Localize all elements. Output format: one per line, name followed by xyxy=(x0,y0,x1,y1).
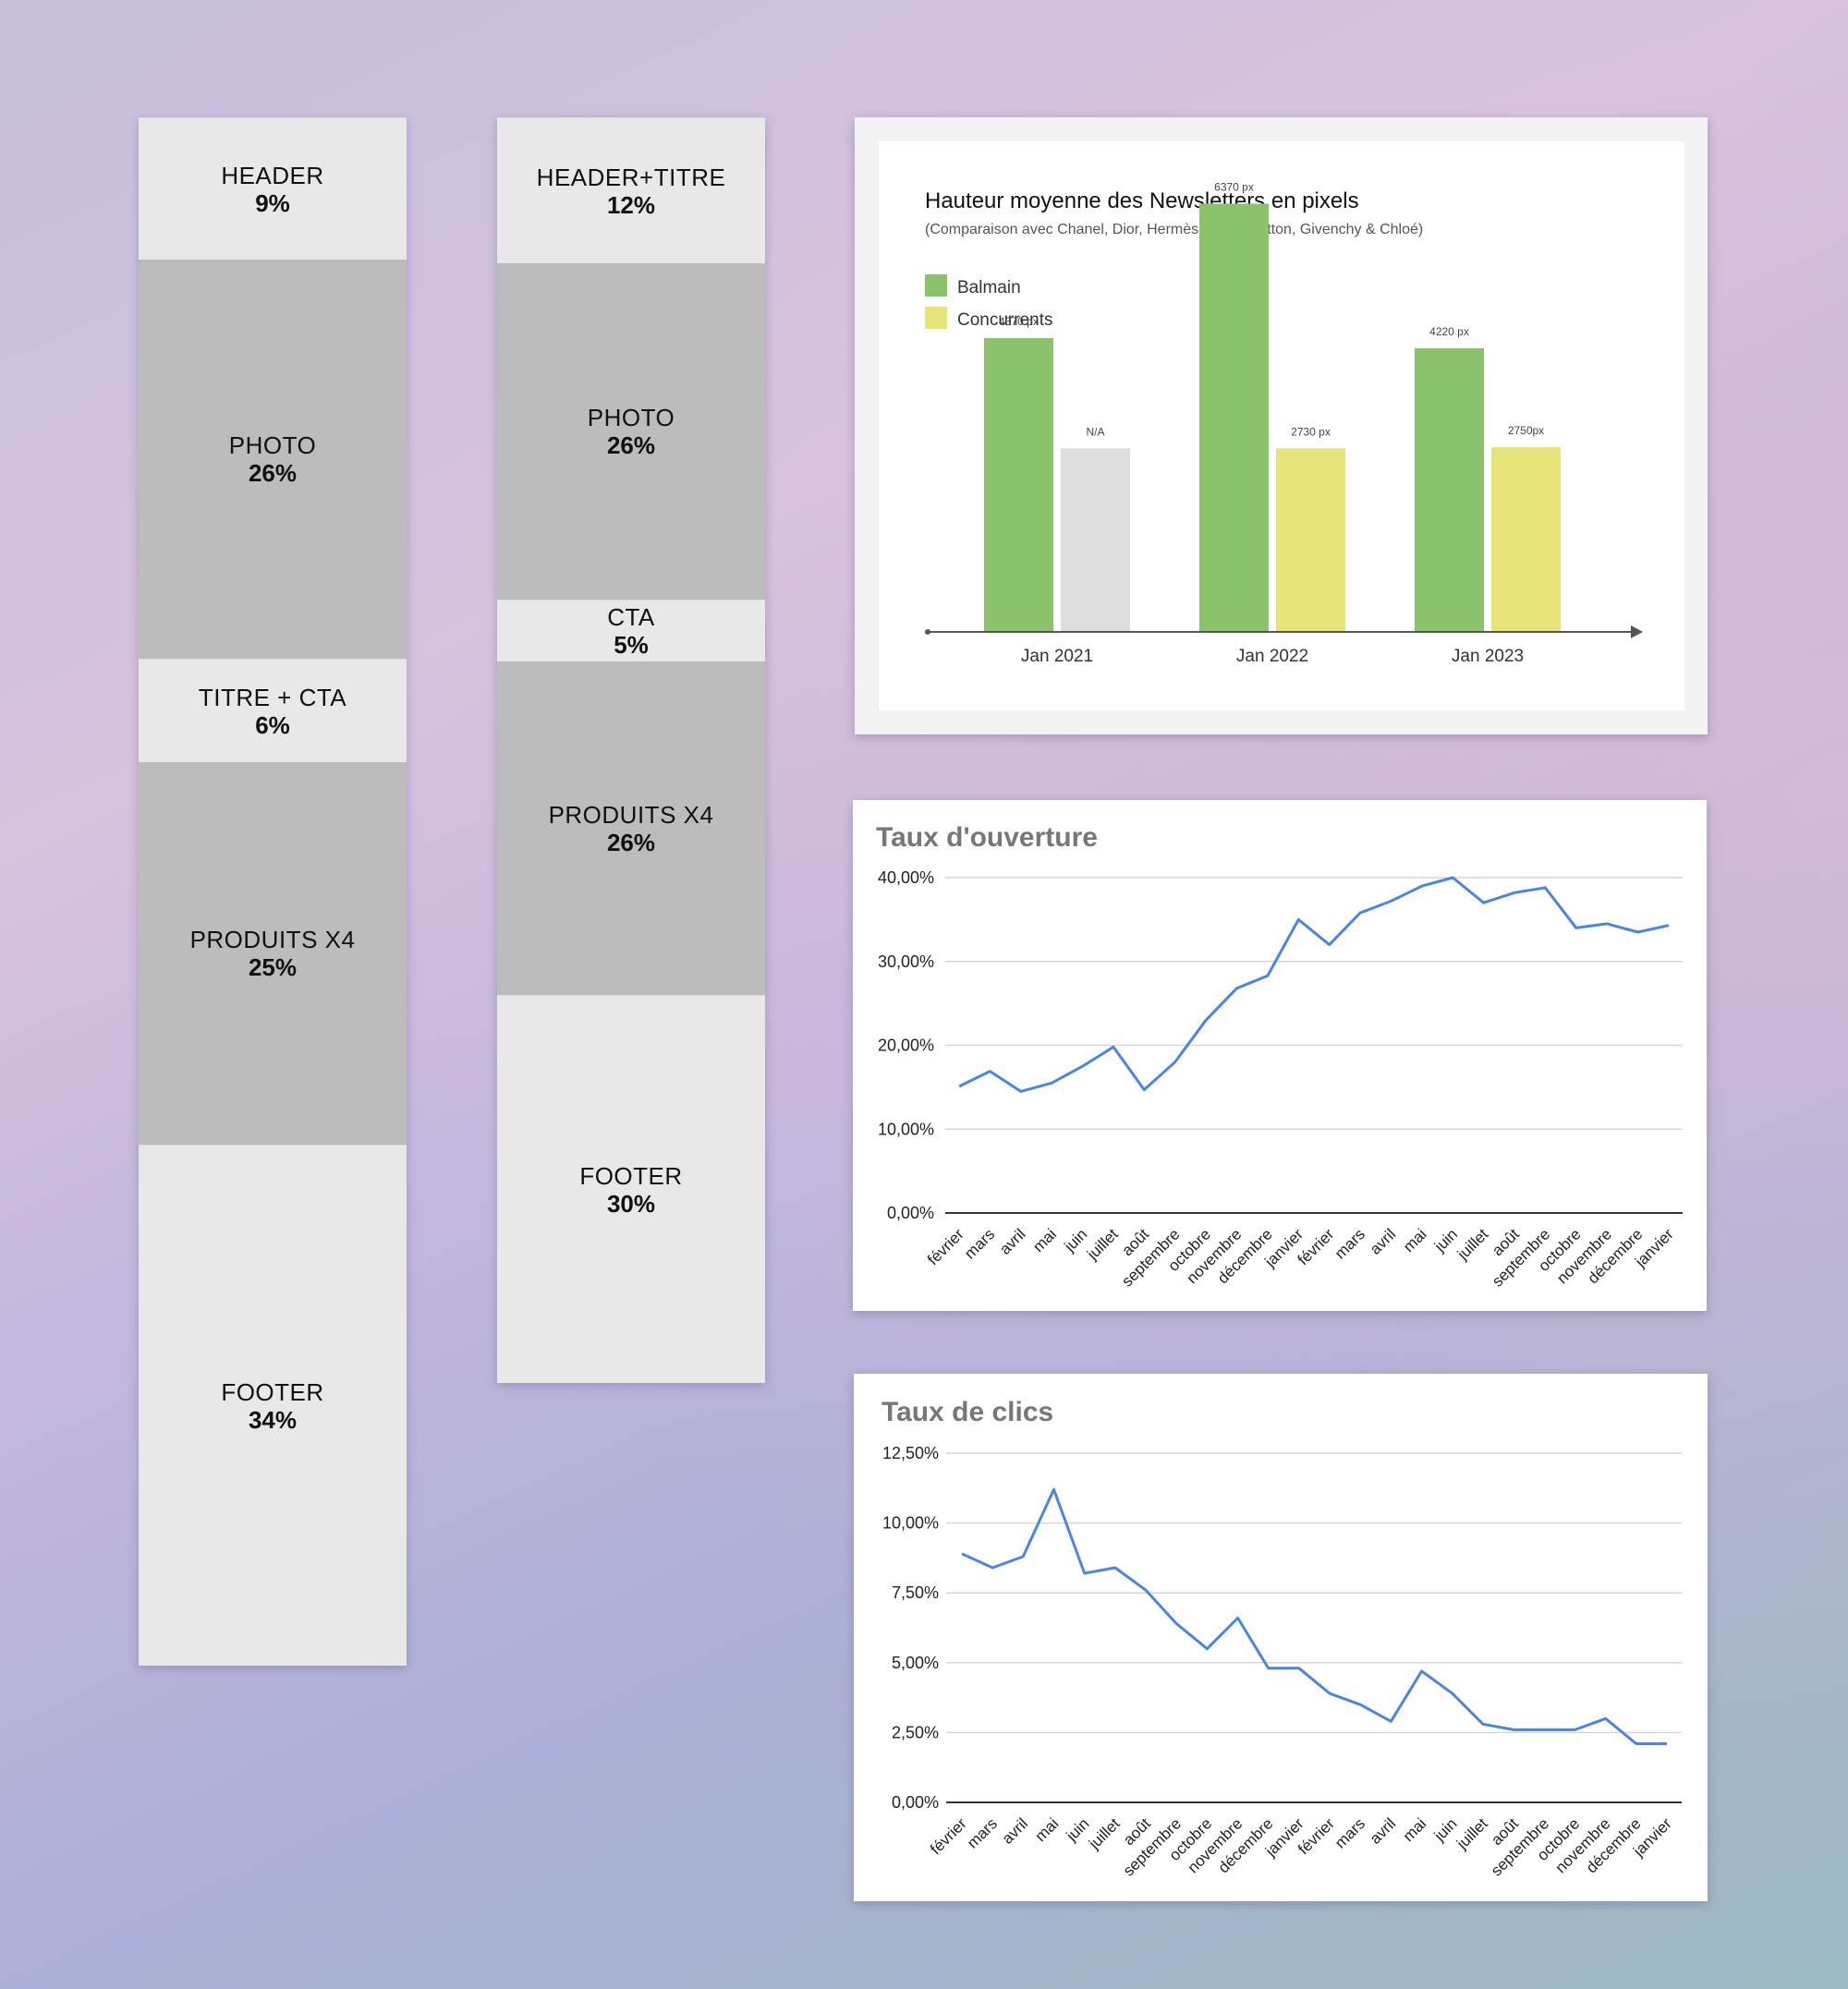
bar xyxy=(984,338,1053,632)
segment-produits: PRODUITS X4 26% xyxy=(497,661,765,995)
chart-title: Taux d'ouverture xyxy=(876,822,1098,853)
y-tick-label: 20,00% xyxy=(878,1037,934,1055)
x-tick-label: mai xyxy=(1400,1225,1430,1255)
x-tick-label: mai xyxy=(1029,1225,1060,1255)
segment-label: PHOTO xyxy=(228,431,317,459)
series-line xyxy=(958,876,1670,1093)
y-tick-label: 40,00% xyxy=(878,868,934,887)
x-tick-label: février xyxy=(927,1814,970,1858)
y-tick-label: 0,00% xyxy=(892,1793,939,1812)
x-tick-label: mars xyxy=(1331,1225,1368,1262)
x-tick-label: juillet xyxy=(1453,1225,1492,1264)
y-tick-label: 10,00% xyxy=(878,1120,934,1138)
bar xyxy=(1415,347,1484,632)
x-tick-label: mars xyxy=(1331,1814,1368,1851)
segment-photo: PHOTO 26% xyxy=(139,260,407,659)
x-axis-arrow xyxy=(1631,625,1643,638)
x-tick-label: juillet xyxy=(1083,1225,1122,1264)
bar xyxy=(1276,448,1345,632)
segment-percent: 34% xyxy=(248,1405,298,1434)
x-tick-label: mars xyxy=(964,1814,1001,1851)
x-tick-label: avril xyxy=(996,1225,1028,1257)
bar xyxy=(1491,446,1561,632)
segment-percent: 25% xyxy=(248,953,298,981)
segment-percent: 5% xyxy=(614,631,649,659)
x-tick-label: mai xyxy=(1400,1814,1430,1845)
x-tick-label: février xyxy=(1295,1225,1338,1268)
chart-subtitle: (Comparaison avec Chanel, Dior, Hermès, … xyxy=(925,222,1423,237)
y-tick-label: 30,00% xyxy=(878,952,934,971)
segment-footer: FOOTER 30% xyxy=(497,995,765,1383)
x-tick-label: mars xyxy=(961,1225,998,1262)
segment-cta: CTA 5% xyxy=(497,600,765,661)
chart-title: Hauteur moyenne des Newsletters en pixel… xyxy=(925,188,1359,213)
bar-value-label: 6370 px xyxy=(1214,180,1254,193)
series-line xyxy=(961,1487,1667,1745)
y-tick-label: 0,00% xyxy=(887,1204,934,1222)
x-tick-label: mai xyxy=(1032,1814,1063,1845)
segment-label: CTA xyxy=(607,603,655,631)
legend-swatch-concurrents xyxy=(925,307,947,329)
y-tick-label: 10,00% xyxy=(882,1514,939,1533)
x-axis-origin-dot xyxy=(925,629,930,635)
bar xyxy=(1199,203,1269,632)
segment-label: HEADER xyxy=(221,161,324,189)
segment-label: TITRE + CTA xyxy=(198,683,347,711)
segment-label: PRODUITS X4 xyxy=(548,800,714,829)
segment-titre-cta: TITRE + CTA 6% xyxy=(139,659,407,762)
segment-percent: 9% xyxy=(255,188,290,217)
click-rate-chart: Taux de clics 0,00% 2,50% 5,00% 7,50% 10,00%… xyxy=(881,1397,1682,1880)
y-tick-label: 7,50% xyxy=(892,1583,939,1602)
segment-percent: 12% xyxy=(606,190,656,219)
bar-value-label: 4220 px xyxy=(1429,325,1469,338)
legend-swatch-balmain xyxy=(925,274,947,297)
segment-label: FOOTER xyxy=(221,1377,324,1406)
x-tick-label: février xyxy=(924,1225,967,1268)
chart-title: Taux de clics xyxy=(881,1397,1053,1427)
bar-value-label: N/A xyxy=(1086,425,1104,438)
segment-produits: PRODUITS X4 25% xyxy=(139,762,407,1145)
segment-label: HEADER+TITRE xyxy=(536,163,726,191)
newsletter-layout-a: HEADER 9% PHOTO 26% TITRE + CTA 6% PRODU… xyxy=(139,117,407,1666)
y-tick-label: 12,50% xyxy=(882,1444,939,1462)
x-tick-label: Jan 2022 xyxy=(1236,647,1308,666)
newsletter-layout-b: HEADER+TITRE 12% PHOTO 26% CTA 5% PRODUI… xyxy=(497,117,765,1383)
bar-chart: Hauteur moyenne des Newsletters en pixel… xyxy=(925,180,1643,666)
segment-label: PRODUITS X4 xyxy=(189,926,356,953)
segment-footer: FOOTER 34% xyxy=(139,1145,407,1666)
bar xyxy=(1061,448,1130,632)
legend-label-balmain: Balmain xyxy=(957,278,1021,297)
bar-value-label: 2730 px xyxy=(1291,425,1331,438)
segment-percent: 26% xyxy=(248,459,298,487)
bar-value-label: 2750px xyxy=(1508,424,1544,437)
click-rate-card: Taux de clics 0,00% 2,50% 5,00% 7,50% 10,00%… xyxy=(854,1374,1708,1901)
segment-label: PHOTO xyxy=(587,404,675,431)
y-tick-label: 5,00% xyxy=(892,1654,939,1672)
segment-photo: PHOTO 26% xyxy=(497,263,765,600)
legend-label-concurrents: Concurrents xyxy=(957,310,1053,330)
x-tick-label: juillet xyxy=(1085,1814,1124,1853)
bar-chart-card: Hauteur moyenne des Newsletters en pixel… xyxy=(855,117,1708,734)
open-rate-card: Taux d'ouverture 0,00% 10,00% 20,00% 30,00%… xyxy=(853,800,1707,1311)
x-tick-label: avril xyxy=(999,1814,1031,1847)
segment-percent: 30% xyxy=(606,1189,656,1218)
x-tick-label: avril xyxy=(1367,1225,1399,1257)
segment-percent: 6% xyxy=(255,710,290,739)
x-tick-label: juillet xyxy=(1453,1814,1491,1853)
open-rate-chart: Taux d'ouverture 0,00% 10,00% 20,00% 30,00%… xyxy=(876,822,1683,1291)
x-tick-label: Jan 2023 xyxy=(1452,647,1524,666)
x-tick-label: Jan 2021 xyxy=(1021,647,1093,666)
segment-percent: 26% xyxy=(606,431,656,459)
y-tick-label: 2,50% xyxy=(892,1723,939,1741)
segment-header-titre: HEADER+TITRE 12% xyxy=(497,117,765,263)
segment-percent: 26% xyxy=(606,828,656,856)
segment-label: FOOTER xyxy=(579,1161,683,1190)
x-tick-label: avril xyxy=(1367,1814,1399,1847)
bar-value-label: 4370 px xyxy=(999,315,1039,328)
segment-header: HEADER 9% xyxy=(139,117,407,260)
